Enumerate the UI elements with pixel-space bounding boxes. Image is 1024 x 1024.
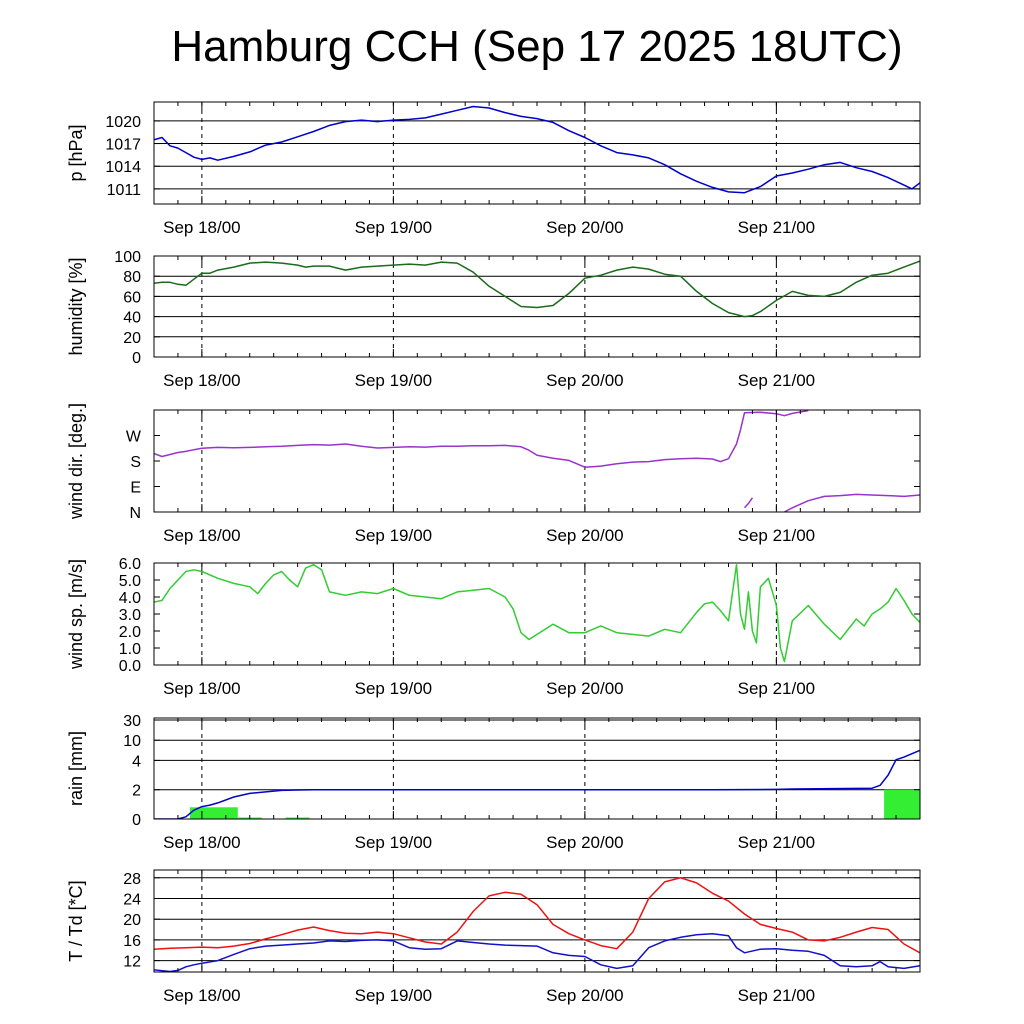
- y-tick-label: 6.0: [119, 556, 141, 573]
- panel-frame: [153, 869, 921, 973]
- x-tick-label: Sep 20/00: [546, 833, 624, 852]
- y-axis-label: T / Td [*C]: [66, 880, 86, 961]
- y-tick-label: 40: [123, 310, 141, 327]
- y-tick-label: 4.0: [119, 590, 141, 607]
- y-tick-label: 1.0: [119, 641, 141, 658]
- x-tick-label: Sep 20/00: [546, 679, 624, 698]
- y-tick-label: 0.0: [119, 658, 141, 675]
- y-axis-label: rain [mm]: [66, 731, 86, 806]
- x-tick-label: Sep 21/00: [738, 833, 816, 852]
- series-line-1: [154, 105, 920, 194]
- x-tick-label: Sep 20/00: [546, 526, 624, 545]
- x-tick-label: Sep 19/00: [355, 986, 433, 1005]
- series-line-1: [154, 749, 920, 819]
- y-tick-label: 0: [132, 350, 141, 367]
- x-tick-label: Sep 19/00: [355, 218, 433, 237]
- series-line-1: [154, 260, 920, 318]
- y-tick-label: 10: [123, 733, 141, 750]
- y-tick-label: 16: [123, 933, 141, 950]
- x-tick-label: Sep 18/00: [163, 986, 241, 1005]
- y-tick-label: 3.0: [119, 607, 141, 624]
- y-tick-label: 0: [132, 812, 141, 829]
- y-tick-label: 5.0: [119, 573, 141, 590]
- series-line-3: [784, 493, 920, 512]
- y-tick-label: 2.0: [119, 624, 141, 641]
- x-tick-label: Sep 21/00: [738, 679, 816, 698]
- panel-frame: [153, 255, 921, 358]
- x-tick-label: Sep 21/00: [738, 986, 816, 1005]
- x-tick-label: Sep 21/00: [738, 526, 816, 545]
- y-tick-label: 1014: [105, 159, 141, 176]
- y-tick-label: 12: [123, 954, 141, 971]
- y-tick-label: 60: [123, 289, 141, 306]
- y-tick-label: 80: [123, 269, 141, 286]
- x-tick-label: Sep 18/00: [163, 679, 241, 698]
- y-tick-label: 100: [114, 249, 141, 266]
- x-tick-label: Sep 19/00: [355, 679, 433, 698]
- y-tick-label: 2: [132, 783, 141, 800]
- x-tick-label: Sep 18/00: [163, 371, 241, 390]
- x-tick-label: Sep 19/00: [355, 833, 433, 852]
- series-line-1: [154, 877, 920, 954]
- panel-frame: [153, 717, 921, 820]
- series-line-2: [154, 932, 920, 972]
- x-tick-label: Sep 18/00: [163, 526, 241, 545]
- series-line-1: [154, 563, 920, 663]
- y-tick-label: 20: [123, 330, 141, 347]
- series-line-2: [743, 497, 754, 509]
- x-tick-label: Sep 21/00: [738, 218, 816, 237]
- y-tick-label: 28: [123, 871, 141, 888]
- panel-frame: [153, 562, 921, 666]
- y-tick-label: 1011: [107, 182, 142, 199]
- rain-bar: [189, 807, 238, 819]
- y-axis-label: p [hPa]: [66, 124, 86, 181]
- x-tick-label: Sep 20/00: [546, 986, 624, 1005]
- x-tick-label: Sep 19/00: [355, 371, 433, 390]
- x-tick-label: Sep 20/00: [546, 371, 624, 390]
- y-tick-label: S: [130, 454, 141, 471]
- chart-title: Hamburg CCH (Sep 17 2025 18UTC): [171, 22, 903, 71]
- x-tick-label: Sep 18/00: [163, 833, 241, 852]
- y-tick-label: 24: [123, 891, 141, 908]
- x-tick-label: Sep 18/00: [163, 218, 241, 237]
- rain-bar: [884, 789, 920, 819]
- series-line-1: [154, 410, 809, 468]
- panel-frame: [153, 409, 921, 513]
- y-tick-label: W: [126, 429, 142, 446]
- y-axis-label: wind dir. [deg.]: [66, 403, 86, 520]
- x-tick-label: Sep 21/00: [738, 371, 816, 390]
- y-axis-label: humidity [%]: [66, 257, 86, 355]
- y-tick-label: 30: [123, 713, 141, 730]
- y-tick-label: 20: [123, 912, 141, 929]
- y-tick-label: 1017: [105, 137, 141, 154]
- y-tick-label: 1020: [105, 114, 141, 131]
- y-tick-label: 4: [132, 753, 141, 770]
- y-tick-label: N: [129, 505, 141, 522]
- y-tick-label: E: [130, 480, 141, 497]
- y-axis-label: wind sp. [m/s]: [66, 559, 86, 670]
- x-tick-label: Sep 19/00: [355, 526, 433, 545]
- x-tick-label: Sep 20/00: [546, 218, 624, 237]
